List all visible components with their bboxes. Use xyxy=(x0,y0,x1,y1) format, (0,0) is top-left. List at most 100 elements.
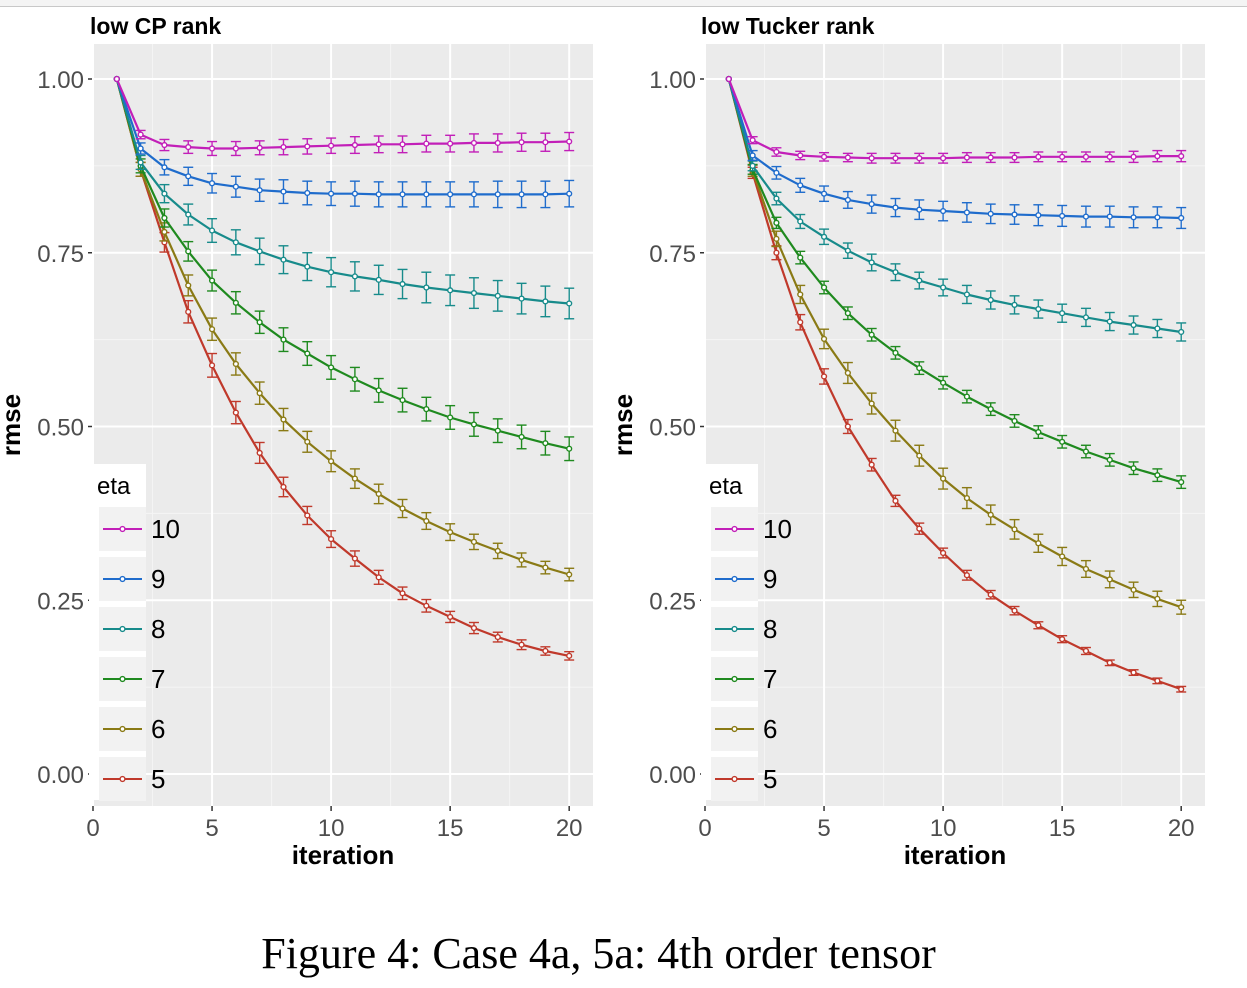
y-axis-title: rmse xyxy=(608,394,638,456)
data-point xyxy=(494,427,501,434)
data-point xyxy=(1059,438,1066,445)
data-point xyxy=(566,138,573,145)
data-point xyxy=(1130,214,1137,221)
data-point xyxy=(304,263,311,270)
data-point xyxy=(1059,153,1066,160)
figure-caption: Figure 4: Case 4a, 5a: 4th order tensor xyxy=(261,929,936,978)
legend-label: 6 xyxy=(151,714,165,744)
legend-item-eta-10: 10 xyxy=(711,507,792,551)
legend-key-point xyxy=(119,775,126,783)
legend-key-point xyxy=(731,575,738,583)
data-point xyxy=(987,406,994,413)
legend-label: 7 xyxy=(151,664,165,694)
x-tick-label: 15 xyxy=(1049,815,1076,842)
data-point xyxy=(963,154,971,161)
legend-item-eta-8: 8 xyxy=(711,607,777,651)
data-point xyxy=(447,613,454,621)
data-point xyxy=(304,350,311,357)
data-point xyxy=(963,494,971,502)
data-point xyxy=(137,159,144,166)
data-point xyxy=(797,254,804,261)
legend-title: eta xyxy=(709,473,743,500)
legend-item-eta-5: 5 xyxy=(99,757,165,801)
data-point xyxy=(185,308,192,315)
data-point xyxy=(820,190,828,197)
data-point xyxy=(185,282,192,289)
data-point xyxy=(892,497,899,504)
data-point xyxy=(1011,301,1018,308)
data-point xyxy=(725,75,732,83)
legend: eta 10 9 8 7 6 5 xyxy=(89,464,180,801)
data-point xyxy=(208,227,216,234)
series-eta-5 xyxy=(725,75,1187,693)
data-point xyxy=(566,300,573,307)
data-point xyxy=(494,547,501,555)
y-tick-label: 0.25 xyxy=(37,588,84,615)
x-tick-label: 5 xyxy=(205,815,218,842)
data-point xyxy=(892,269,899,276)
series-eta-10 xyxy=(725,75,1187,164)
data-point xyxy=(399,505,406,512)
legend-key-point xyxy=(119,575,126,583)
data-point xyxy=(447,140,454,147)
data-point xyxy=(892,427,899,434)
data-point xyxy=(963,209,971,216)
data-point xyxy=(280,188,287,195)
data-point xyxy=(916,206,923,213)
x-axis-title: iteration xyxy=(292,840,395,870)
data-point xyxy=(399,590,406,597)
data-point xyxy=(844,196,851,204)
legend-label: 10 xyxy=(151,514,180,544)
data-point xyxy=(1178,479,1185,486)
data-point xyxy=(1082,314,1090,321)
data-point xyxy=(304,512,311,519)
data-point xyxy=(280,483,287,491)
data-point xyxy=(1154,472,1161,479)
series-line xyxy=(115,78,570,657)
legend-key-point xyxy=(731,525,738,533)
data-point xyxy=(375,191,382,198)
data-point xyxy=(256,144,263,151)
data-point xyxy=(447,414,454,421)
data-point xyxy=(137,131,144,138)
data-point xyxy=(327,142,335,149)
data-point xyxy=(1035,428,1042,436)
data-point xyxy=(1106,318,1113,325)
data-point xyxy=(844,369,851,377)
data-point xyxy=(447,287,454,294)
data-point xyxy=(773,148,780,156)
data-point xyxy=(542,647,549,655)
data-point xyxy=(1059,310,1066,317)
data-point xyxy=(185,211,192,218)
data-point xyxy=(1011,211,1018,218)
data-point xyxy=(399,191,406,198)
data-point xyxy=(820,335,828,343)
data-point xyxy=(939,475,947,482)
data-point xyxy=(327,190,335,197)
series-line xyxy=(727,78,1182,691)
x-tick-label: 15 xyxy=(437,815,464,842)
series-line xyxy=(727,78,1182,160)
data-point xyxy=(820,153,828,160)
legend-label: 5 xyxy=(151,764,165,794)
data-point xyxy=(892,155,899,162)
x-tick-label: 5 xyxy=(817,815,830,842)
data-point xyxy=(1082,565,1090,573)
data-point xyxy=(232,183,239,190)
data-point xyxy=(447,191,454,198)
data-point xyxy=(566,571,573,578)
data-point xyxy=(1082,448,1090,455)
data-point xyxy=(447,529,454,536)
x-tick-label: 10 xyxy=(318,815,345,842)
data-point xyxy=(280,336,287,343)
data-point xyxy=(1178,686,1185,693)
legend-item-eta-7: 7 xyxy=(711,657,777,701)
data-point xyxy=(987,210,994,217)
data-point xyxy=(423,140,430,147)
data-point xyxy=(399,141,406,148)
data-point xyxy=(773,249,780,256)
data-point xyxy=(1082,213,1090,220)
data-point xyxy=(494,139,501,147)
series-eta-5 xyxy=(113,75,575,661)
data-point xyxy=(232,239,239,246)
